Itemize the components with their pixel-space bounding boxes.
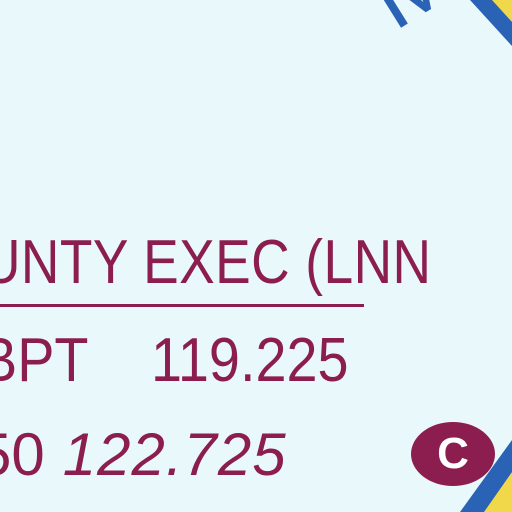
yellow-band-bottom — [484, 472, 512, 512]
station-name-label: UNTY EXEC (LNN — [0, 228, 432, 297]
frequency-line-1-value: 119.225 — [151, 326, 349, 395]
ctaf-badge-icon: C — [411, 422, 495, 486]
frequency-line-2-value: 122.725 — [62, 421, 287, 488]
frequency-line-2-prefix: 50 — [0, 421, 45, 488]
frequency-line-1-code: BPT — [0, 326, 89, 395]
blue-band-top — [470, 0, 512, 46]
station-name-underline — [0, 304, 364, 307]
yellow-band-top — [492, 0, 512, 22]
frequency-line-1: BPT119.225 — [0, 330, 349, 392]
